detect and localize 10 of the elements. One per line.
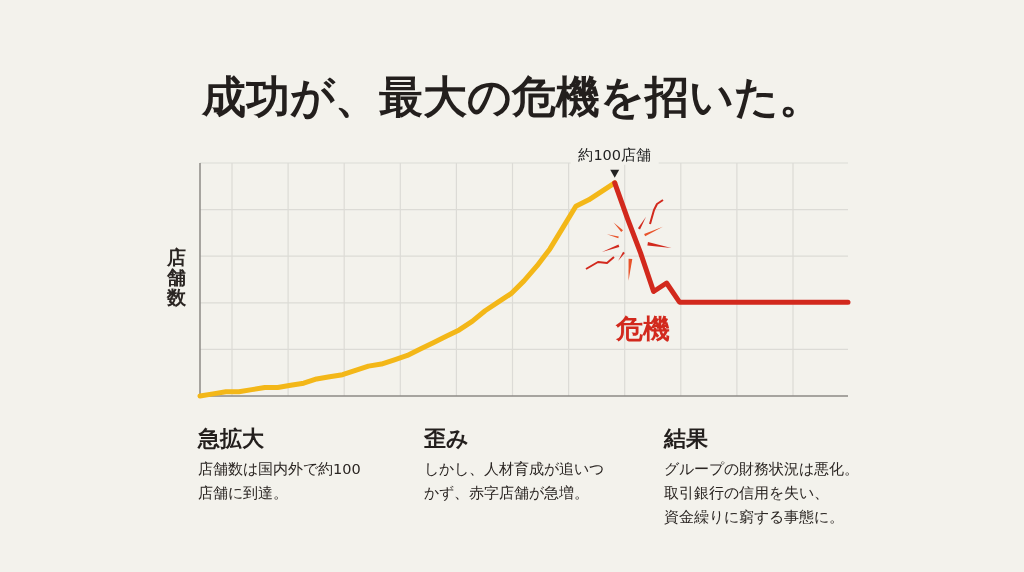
text: 結果 [663,426,709,451]
series-label: 危機 [614,313,670,345]
y-axis-title: 店舗数 [165,246,187,308]
chart-title: 成功が、最大の危機を招いた。 [200,71,823,122]
text: 歪み [423,426,469,451]
annotation: 約100店舗 [578,146,652,163]
text: グループの財務状況は悪化。取引銀行の信用を失い、資金繰りに窮する事態に。 [664,461,859,525]
text: しかし、人材育成が追いつかず、赤字店舗が急増。 [424,461,604,502]
text: 店舗数は国内外で約100店舗に到達。 [198,461,361,501]
text: 急拡大 [197,426,265,451]
